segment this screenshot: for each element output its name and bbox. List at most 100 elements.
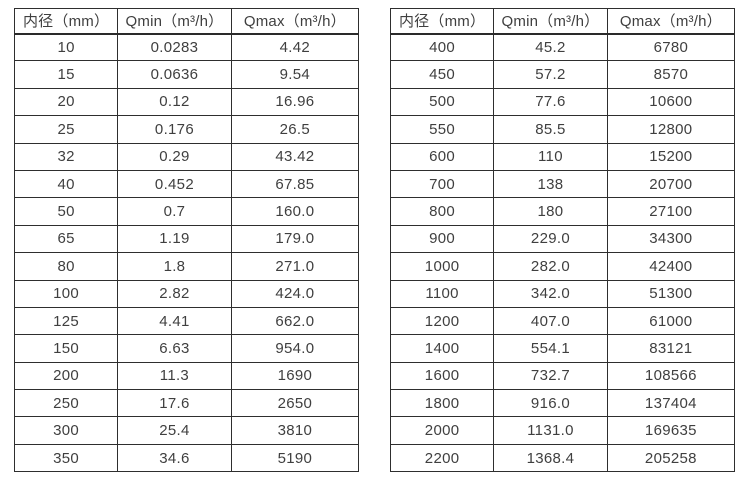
table-header-row: 内径（mm） Qmin（m³/h） Qmax（m³/h） bbox=[13, 8, 360, 35]
table-row: 50 0.7 160.0 bbox=[13, 197, 360, 226]
table-cell: 50 bbox=[13, 197, 119, 226]
table-cell: 26.5 bbox=[230, 115, 360, 144]
table-cell: 407.0 bbox=[493, 306, 608, 336]
table-cell: 0.0283 bbox=[117, 32, 232, 62]
table-cell: 125 bbox=[13, 306, 119, 336]
table-cell: 205258 bbox=[606, 443, 736, 473]
table-cell: 169635 bbox=[606, 416, 736, 445]
column-header-qmin: Qmin（m³/h） bbox=[117, 8, 232, 35]
table-cell: 954.0 bbox=[230, 334, 360, 363]
table-row: 400 45.2 6780 bbox=[389, 32, 736, 62]
table-cell: 160.0 bbox=[230, 197, 360, 226]
table-cell: 554.1 bbox=[493, 334, 608, 363]
table-cell: 916.0 bbox=[493, 389, 608, 418]
table-cell: 43.42 bbox=[230, 142, 360, 171]
table-cell: 45.2 bbox=[493, 32, 608, 62]
table-cell: 5190 bbox=[230, 443, 360, 473]
table-cell: 6.63 bbox=[117, 334, 232, 363]
table-row: 125 4.41 662.0 bbox=[13, 306, 360, 336]
table-cell: 424.0 bbox=[230, 279, 360, 308]
table-cell: 700 bbox=[389, 169, 495, 199]
table-cell: 450 bbox=[389, 60, 495, 89]
table-cell: 1690 bbox=[230, 361, 360, 391]
table-cell: 10 bbox=[13, 32, 119, 62]
table-row: 200 11.3 1690 bbox=[13, 361, 360, 391]
table-cell: 1000 bbox=[389, 252, 495, 281]
table-cell: 0.452 bbox=[117, 169, 232, 199]
table-cell: 27100 bbox=[606, 197, 736, 226]
table-cell: 1600 bbox=[389, 361, 495, 391]
table-cell: 200 bbox=[13, 361, 119, 391]
table-row: 900 229.0 34300 bbox=[389, 224, 736, 254]
column-header-qmin: Qmin（m³/h） bbox=[493, 8, 608, 35]
table-cell: 11.3 bbox=[117, 361, 232, 391]
table-cell: 2000 bbox=[389, 416, 495, 445]
table-cell: 600 bbox=[389, 142, 495, 171]
tables-gap bbox=[359, 8, 390, 472]
table-cell: 15 bbox=[13, 60, 119, 89]
table-cell: 900 bbox=[389, 224, 495, 254]
table-row: 25 0.176 26.5 bbox=[13, 115, 360, 144]
table-row: 20 0.12 16.96 bbox=[13, 87, 360, 117]
table-cell: 180 bbox=[493, 197, 608, 226]
table-cell: 138 bbox=[493, 169, 608, 199]
table-body: 400 45.2 6780 450 57.2 8570 500 77.6 10600 550 85.… bbox=[389, 32, 736, 473]
table-cell: 271.0 bbox=[230, 252, 360, 281]
table-cell: 732.7 bbox=[493, 361, 608, 391]
table-row: 1600 732.7 108566 bbox=[389, 361, 736, 391]
table-row: 450 57.2 8570 bbox=[389, 60, 736, 89]
table-cell: 51300 bbox=[606, 279, 736, 308]
table-cell: 65 bbox=[13, 224, 119, 254]
table-row: 1200 407.0 61000 bbox=[389, 306, 736, 336]
table-cell: 77.6 bbox=[493, 87, 608, 117]
table-cell: 0.12 bbox=[117, 87, 232, 117]
table-row: 65 1.19 179.0 bbox=[13, 224, 360, 254]
table-row: 32 0.29 43.42 bbox=[13, 142, 360, 171]
table-row: 250 17.6 2650 bbox=[13, 389, 360, 418]
table-row: 1000 282.0 42400 bbox=[389, 252, 736, 281]
table-cell: 20 bbox=[13, 87, 119, 117]
table-row: 15 0.0636 9.54 bbox=[13, 60, 360, 89]
table-cell: 229.0 bbox=[493, 224, 608, 254]
table-cell: 800 bbox=[389, 197, 495, 226]
table-cell: 2200 bbox=[389, 443, 495, 473]
table-cell: 300 bbox=[13, 416, 119, 445]
table-cell: 1100 bbox=[389, 279, 495, 308]
table-cell: 4.42 bbox=[230, 32, 360, 62]
table-cell: 0.29 bbox=[117, 142, 232, 171]
table-cell: 20700 bbox=[606, 169, 736, 199]
table-cell: 1800 bbox=[389, 389, 495, 418]
spec-tables-container: 内径（mm） Qmin（m³/h） Qmax（m³/h） 10 0.0283 4.4… bbox=[13, 8, 736, 473]
table-cell: 9.54 bbox=[230, 60, 360, 89]
table-cell: 342.0 bbox=[493, 279, 608, 308]
column-header-qmax: Qmax（m³/h） bbox=[230, 8, 360, 35]
table-cell: 0.176 bbox=[117, 115, 232, 144]
table-cell: 25 bbox=[13, 115, 119, 144]
table-cell: 110 bbox=[493, 142, 608, 171]
column-header-diameter: 内径（mm） bbox=[13, 8, 119, 35]
table-body: 10 0.0283 4.42 15 0.0636 9.54 20 0.12 16.96 25 0.1… bbox=[13, 32, 360, 473]
table-cell: 400 bbox=[389, 32, 495, 62]
table-row: 2200 1368.4 205258 bbox=[389, 443, 736, 473]
table-cell: 150 bbox=[13, 334, 119, 363]
table-cell: 282.0 bbox=[493, 252, 608, 281]
table-row: 300 25.4 3810 bbox=[13, 416, 360, 445]
table-cell: 1.19 bbox=[117, 224, 232, 254]
table-row: 1800 916.0 137404 bbox=[389, 389, 736, 418]
table-cell: 10600 bbox=[606, 87, 736, 117]
table-cell: 0.0636 bbox=[117, 60, 232, 89]
table-cell: 17.6 bbox=[117, 389, 232, 418]
table-cell: 83121 bbox=[606, 334, 736, 363]
table-cell: 80 bbox=[13, 252, 119, 281]
table-cell: 108566 bbox=[606, 361, 736, 391]
table-cell: 550 bbox=[389, 115, 495, 144]
table-header-row: 内径（mm） Qmin（m³/h） Qmax（m³/h） bbox=[389, 8, 736, 35]
table-row: 800 180 27100 bbox=[389, 197, 736, 226]
table-cell: 500 bbox=[389, 87, 495, 117]
column-header-diameter: 内径（mm） bbox=[389, 8, 495, 35]
table-cell: 6780 bbox=[606, 32, 736, 62]
table-cell: 1200 bbox=[389, 306, 495, 336]
table-row: 100 2.82 424.0 bbox=[13, 279, 360, 308]
table-cell: 1131.0 bbox=[493, 416, 608, 445]
table-cell: 137404 bbox=[606, 389, 736, 418]
